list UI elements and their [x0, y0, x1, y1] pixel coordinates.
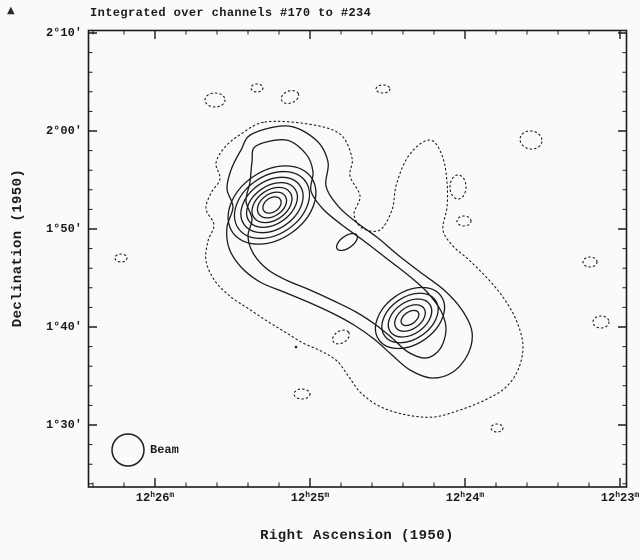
- beam-circle: [111, 433, 145, 467]
- axis-minor-ticks: [88, 30, 627, 487]
- contour-lines-group: [114, 83, 610, 433]
- tick-superscript: m: [634, 491, 640, 500]
- tick-number: 12: [135, 491, 151, 505]
- dotted-patch-contour: [582, 256, 598, 268]
- tick-superscript: h: [460, 491, 465, 500]
- figure-title: Integrated over channels #170 to #234: [90, 6, 372, 20]
- tick-number: 12: [600, 491, 616, 505]
- northeast-peak-ring: [227, 165, 317, 245]
- y-tick-label: 2°10′: [45, 26, 82, 40]
- southwest-peak-ring: [400, 309, 420, 327]
- tick-superscript: h: [615, 491, 620, 500]
- dotted-patch-contour: [490, 423, 504, 433]
- axis-major-ticks: [88, 30, 627, 487]
- southwest-peak-ring: [387, 298, 433, 338]
- dotted-envelope-contour: [205, 120, 524, 418]
- plot-frame: [87, 29, 628, 488]
- northeast-peak-ring: [233, 170, 311, 240]
- x-tick-label: 12h26m: [136, 491, 174, 505]
- y-tick-label: 1°30′: [45, 418, 82, 432]
- northeast-peak-ring: [262, 196, 282, 214]
- ink-speck: [294, 345, 298, 349]
- dotted-patch-contour: [332, 329, 350, 345]
- tick-number: 26: [155, 491, 170, 505]
- dotted-patch-contour: [293, 388, 311, 400]
- tick-superscript: m: [479, 491, 485, 500]
- dotted-patch-contour: [449, 174, 467, 200]
- dotted-patch-contour: [592, 315, 610, 329]
- southwest-peak-ring: [374, 286, 446, 350]
- northeast-peak-ring: [240, 176, 304, 234]
- tick-superscript: m: [169, 491, 175, 500]
- tick-number: 12: [290, 491, 306, 505]
- tick-superscript: h: [305, 491, 310, 500]
- tick-number: 23: [620, 491, 635, 505]
- northeast-peak-ring: [245, 181, 299, 229]
- y-axis-label: Declination (1950): [10, 168, 26, 328]
- dotted-patch-contour: [456, 215, 472, 227]
- dotted-patch-contour: [375, 84, 391, 94]
- outer-solid-contour: [226, 125, 473, 379]
- y-tick-label: 1°50′: [45, 222, 82, 236]
- tick-number: 24: [465, 491, 480, 505]
- second-solid-contour: [245, 139, 447, 359]
- y-tick-label: 1°40′: [45, 320, 82, 334]
- southwest-peak-ring: [381, 292, 439, 344]
- tick-number: 25: [310, 491, 325, 505]
- x-tick-label: 12h23m: [601, 491, 639, 505]
- dotted-patch-contour: [280, 90, 300, 104]
- scan-artifact: ▲: [7, 5, 15, 16]
- southwest-peak-ring: [394, 304, 426, 332]
- tick-superscript: h: [150, 491, 155, 500]
- northeast-peak-ring: [256, 191, 288, 219]
- y-tick-label: 2°00′: [45, 124, 82, 138]
- dotted-patch-contour: [204, 92, 226, 108]
- x-axis-label: Right Ascension (1950): [260, 528, 454, 544]
- dotted-patch-contour: [114, 253, 128, 263]
- beam-label: Beam: [150, 443, 179, 457]
- dotted-patch-contour: [250, 83, 264, 93]
- bridge-small-contour: [335, 232, 359, 252]
- dotted-patch-contour: [519, 130, 543, 150]
- x-tick-label: 12h24m: [446, 491, 484, 505]
- x-tick-label: 12h25m: [291, 491, 329, 505]
- tick-number: 12: [445, 491, 461, 505]
- northeast-peak-ring: [251, 186, 293, 224]
- tick-superscript: m: [324, 491, 330, 500]
